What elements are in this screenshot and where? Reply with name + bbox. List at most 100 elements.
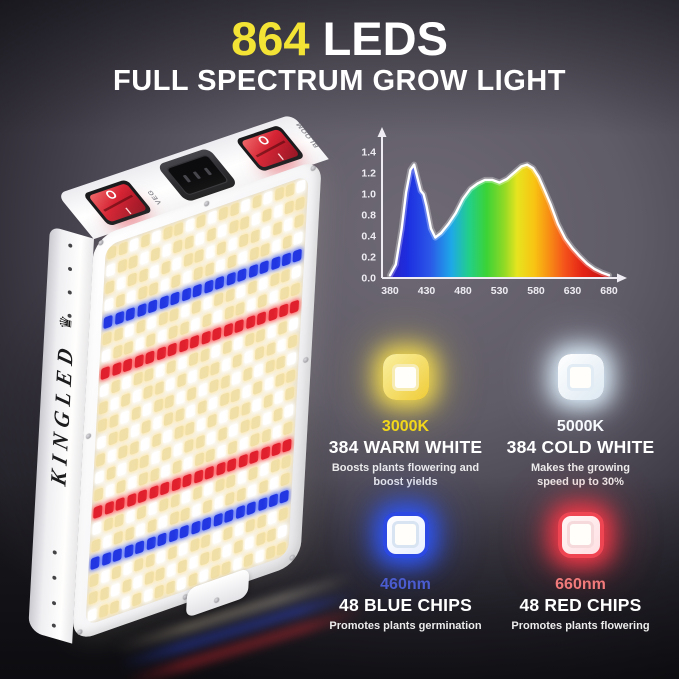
led bbox=[137, 505, 147, 521]
brand-text: KINGLED bbox=[45, 338, 79, 489]
led bbox=[124, 544, 134, 559]
spectrum-curve bbox=[388, 163, 611, 277]
led bbox=[240, 215, 250, 231]
crown-logo-icon: ♛ bbox=[57, 313, 76, 333]
led bbox=[141, 419, 152, 434]
led bbox=[266, 527, 277, 543]
y-axis-arrow-icon bbox=[377, 127, 387, 137]
led bbox=[158, 311, 168, 327]
led bbox=[207, 209, 218, 225]
led bbox=[167, 342, 178, 358]
led bbox=[129, 440, 140, 456]
led bbox=[114, 327, 124, 343]
led bbox=[273, 203, 283, 219]
screw-icon bbox=[310, 164, 316, 172]
led bbox=[150, 467, 160, 482]
led bbox=[181, 490, 192, 505]
led bbox=[289, 316, 299, 332]
led bbox=[144, 570, 154, 586]
led bbox=[198, 382, 208, 398]
led bbox=[288, 334, 298, 349]
led bbox=[188, 369, 198, 384]
led bbox=[161, 463, 171, 478]
led bbox=[176, 390, 186, 406]
led bbox=[125, 526, 135, 542]
led bbox=[215, 478, 225, 493]
led bbox=[190, 520, 201, 536]
led bbox=[184, 235, 194, 250]
led bbox=[170, 493, 180, 509]
feature-name: 48 BLUE CHIPS bbox=[339, 594, 472, 615]
led bbox=[178, 338, 189, 354]
switch-off-marking: O bbox=[102, 188, 121, 203]
led bbox=[150, 263, 160, 279]
led bbox=[143, 588, 153, 603]
led bbox=[159, 497, 169, 513]
led bbox=[231, 370, 242, 386]
led bbox=[238, 250, 248, 265]
feature-desc: Promotes plants germination bbox=[329, 619, 482, 632]
led bbox=[263, 393, 273, 409]
feature-temp: 5000K bbox=[556, 418, 605, 435]
led bbox=[182, 472, 192, 488]
led bbox=[174, 424, 184, 440]
led bbox=[180, 507, 191, 522]
led bbox=[101, 348, 112, 364]
y-tick-label: 0.2 bbox=[361, 252, 376, 264]
led bbox=[123, 358, 133, 373]
led bbox=[285, 385, 295, 401]
led bbox=[133, 574, 143, 590]
led bbox=[271, 238, 281, 253]
led bbox=[239, 436, 249, 451]
led bbox=[103, 314, 114, 329]
led bbox=[183, 455, 193, 471]
led bbox=[205, 447, 216, 463]
led bbox=[165, 377, 176, 392]
led bbox=[214, 495, 224, 511]
led bbox=[224, 305, 234, 321]
led bbox=[214, 292, 224, 308]
led bbox=[267, 510, 278, 526]
led bbox=[142, 402, 153, 417]
led bbox=[128, 254, 139, 270]
led bbox=[291, 282, 301, 297]
led bbox=[261, 224, 271, 240]
led bbox=[207, 413, 217, 428]
led bbox=[115, 292, 126, 308]
led bbox=[278, 524, 288, 539]
led bbox=[217, 426, 228, 442]
led bbox=[241, 198, 251, 213]
x-tick-label: 380 bbox=[381, 285, 399, 297]
led bbox=[90, 555, 101, 571]
led bbox=[257, 497, 268, 512]
led bbox=[189, 555, 199, 570]
led bbox=[194, 451, 204, 467]
led bbox=[136, 522, 146, 538]
led bbox=[153, 398, 164, 413]
led bbox=[111, 582, 121, 598]
led bbox=[100, 383, 110, 398]
led bbox=[177, 373, 187, 388]
led bbox=[166, 359, 177, 375]
led bbox=[222, 340, 232, 355]
led bbox=[176, 576, 187, 591]
led bbox=[88, 590, 99, 605]
led bbox=[129, 237, 140, 252]
led bbox=[258, 276, 268, 292]
vent-hole bbox=[52, 575, 57, 581]
led bbox=[172, 256, 182, 271]
led bbox=[111, 379, 121, 394]
led bbox=[123, 561, 133, 576]
led bbox=[255, 531, 266, 547]
led bbox=[181, 286, 192, 302]
led bbox=[234, 319, 244, 334]
led bbox=[265, 545, 276, 560]
led bbox=[121, 595, 131, 611]
led bbox=[114, 310, 125, 325]
switch-on-marking: I bbox=[275, 151, 287, 163]
led bbox=[147, 315, 157, 331]
led bbox=[173, 442, 183, 457]
subheadline: FULL SPECTRUM GROW LIGHT bbox=[113, 65, 566, 98]
led-core bbox=[392, 521, 419, 548]
